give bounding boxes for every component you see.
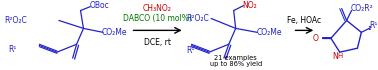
Text: R¹: R¹ <box>8 45 16 54</box>
Text: H: H <box>338 53 343 59</box>
Text: 21 examples: 21 examples <box>214 55 257 61</box>
Text: CO₂R²: CO₂R² <box>350 4 373 13</box>
Text: DABCO (10 mol%): DABCO (10 mol%) <box>123 14 192 23</box>
Text: OBoc: OBoc <box>89 1 109 10</box>
Text: R²O₂C: R²O₂C <box>4 16 27 25</box>
Text: CO₂Me: CO₂Me <box>102 28 128 37</box>
Text: R¹: R¹ <box>369 21 378 30</box>
Text: N: N <box>332 52 338 61</box>
Text: Fe, HOAc: Fe, HOAc <box>287 16 321 25</box>
Text: R²O₂C: R²O₂C <box>187 14 209 23</box>
Text: O: O <box>312 34 318 43</box>
Text: CO₂Me: CO₂Me <box>256 28 282 37</box>
Text: NO₂: NO₂ <box>243 1 257 10</box>
Text: up to 86% yield: up to 86% yield <box>209 61 262 67</box>
Text: CH₃NO₂: CH₃NO₂ <box>143 4 172 13</box>
Text: DCE, rt: DCE, rt <box>144 38 170 47</box>
Text: R¹: R¹ <box>187 46 195 55</box>
